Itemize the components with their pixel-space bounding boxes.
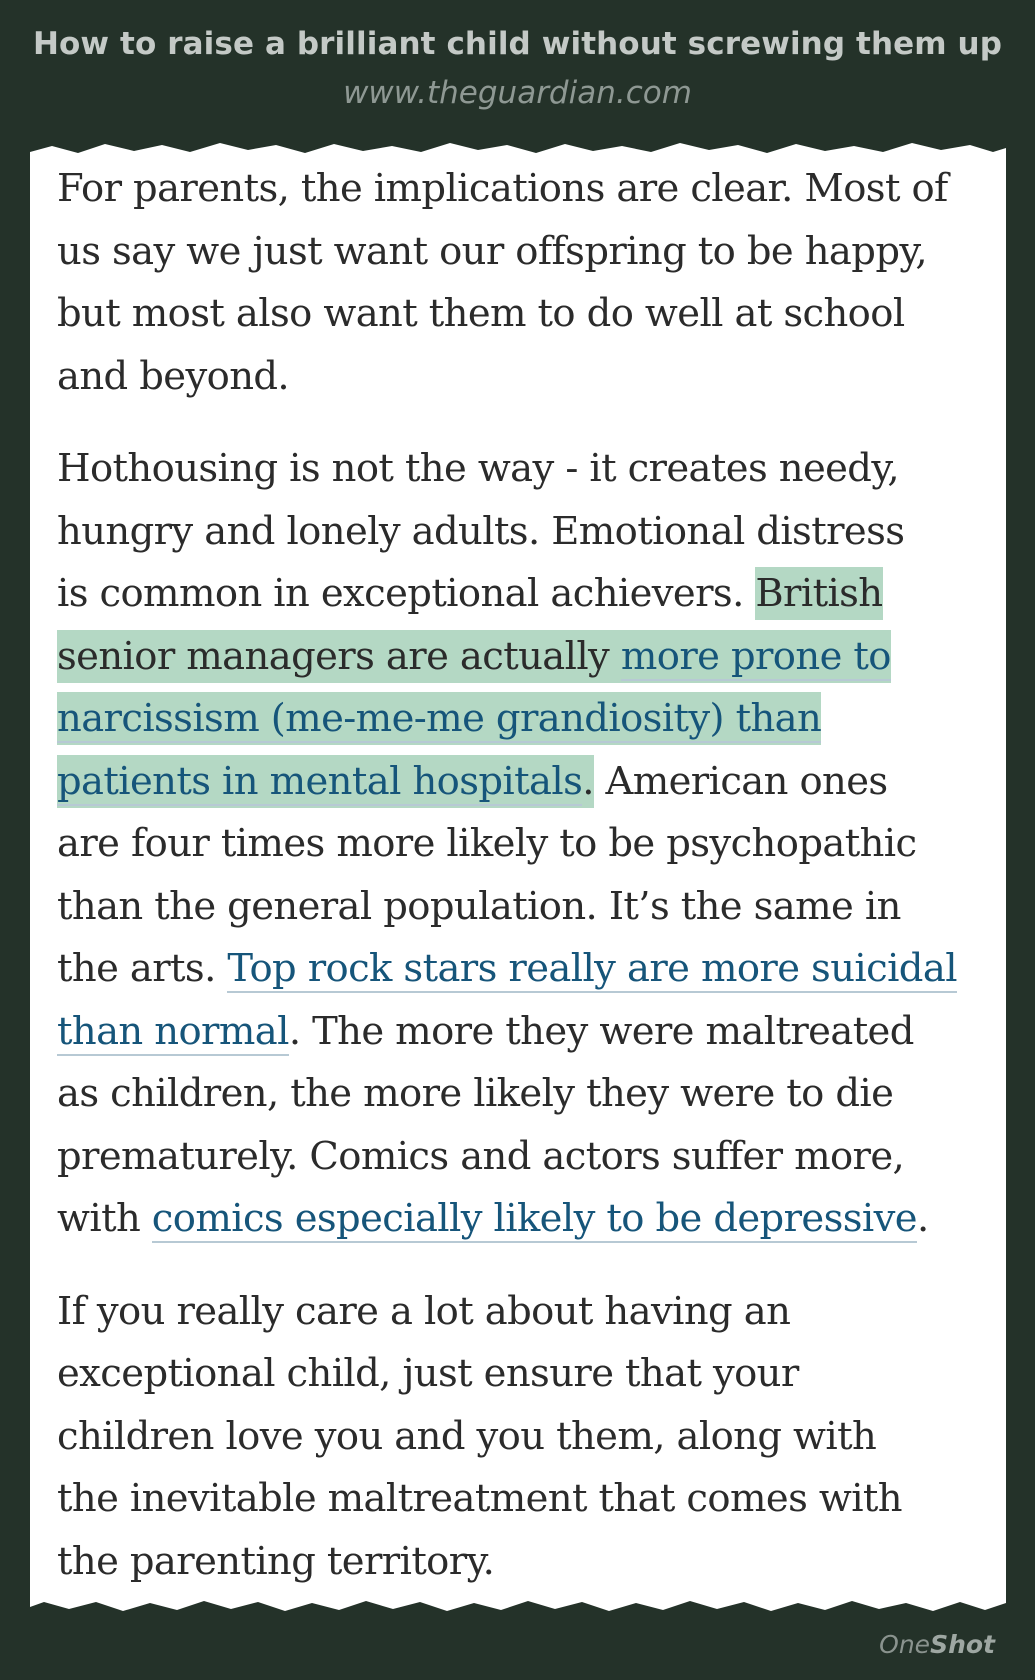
link-comics-study[interactable]: comics especially likely to be depressiv… [151,1196,918,1243]
text-line: For parents, the implications are clear.… [57,166,948,211]
text-line: hungry and lonely adults. Emotional dist… [57,508,905,554]
source-url[interactable]: www.theguardian.com [343,75,692,111]
paragraph-1: For parents, the implications are clear.… [57,158,1007,408]
article-excerpt-card: For parents, the implications are clear.… [30,140,1006,1615]
text-span: is common in exceptional achievers. [57,571,756,616]
text-line: prematurely. Comics and actors suffer mo… [57,1133,905,1179]
link-rock-stars-study[interactable]: Top rock stars really are more suicidal [227,946,958,993]
text-line: the inevitable maltreatment that comes w… [57,1476,903,1521]
article-body: For parents, the implications are clear.… [57,158,1007,1593]
brand-one: One [879,1630,931,1659]
text-span: the arts. [57,946,228,991]
text-line: If you really care a lot about having an [57,1288,791,1334]
text-line: the parenting territory. [57,1538,495,1584]
text-span: American ones [593,758,889,804]
article-title: How to raise a brilliant child without s… [32,26,1002,62]
text-line: with comics especially likely to be depr… [57,1188,1007,1251]
header: How to raise a brilliant child without s… [0,0,1035,150]
text-line: and beyond. [57,353,290,399]
highlighted-text[interactable]: patients in mental hospitals. [57,754,594,808]
text-line: are four times more likely to be psychop… [57,821,917,866]
text-line: narcissism (me-me-me grandiosity) than [57,688,1007,751]
oneshot-logo: OneShot [879,1630,995,1659]
highlighted-text[interactable]: narcissism (me-me-me grandiosity) than [57,692,822,745]
text-span: . [916,1196,929,1241]
link-rock-stars-study[interactable]: than normal [57,1008,289,1056]
text-line: but most also want them to do well at sc… [57,291,905,336]
text-line: the arts. Top rock stars really are more… [57,938,1007,1001]
text-line: as children, the more likely they were t… [57,1071,894,1116]
text-span: . The more they were maltreated [288,1008,915,1054]
text-line: Hothousing is not the way - it creates n… [57,446,900,491]
highlighted-text[interactable]: senior managers are actually more prone … [57,629,891,683]
text-line: is common in exceptional achievers. Brit… [57,563,1007,626]
text-line: children love you and you them, along wi… [57,1413,877,1459]
paragraph-2: Hothousing is not the way - it creates n… [57,438,1007,1251]
text-line: than the general population. It’s the sa… [57,883,901,929]
text-line: patients in mental hospitals. American o… [57,751,1007,814]
torn-paper-edge [30,143,1006,1611]
brand-shot: Shot [930,1630,995,1659]
text-line: than normal. The more they were maltreat… [57,1001,1007,1064]
paragraph-3: If you really care a lot about having an… [57,1281,1007,1594]
link-narcissism-study[interactable]: narcissism (me-me-me grandiosity) than [57,696,822,743]
text-line: senior managers are actually more prone … [57,626,1007,689]
link-narcissism-study[interactable]: more prone to [620,633,891,681]
text-span: with [57,1196,152,1241]
text-line: us say we just want our offspring to be … [57,228,928,274]
highlighted-text[interactable]: British [755,567,883,620]
link-narcissism-study[interactable]: patients in mental hospitals [57,758,583,806]
text-line: exceptional child, just ensure that your [57,1351,799,1396]
text-span: . [582,758,594,804]
text-span: senior managers are actually [57,633,621,679]
